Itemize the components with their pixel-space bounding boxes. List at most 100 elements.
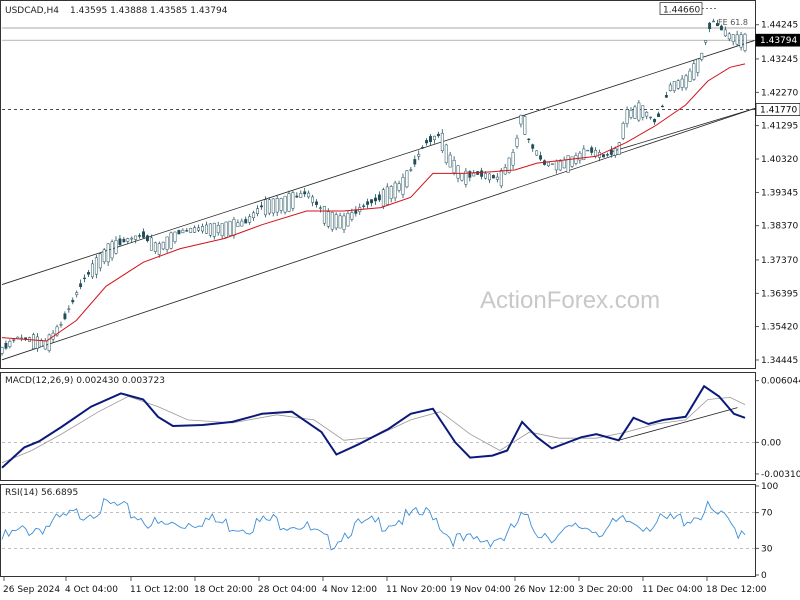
candle-body — [39, 339, 43, 347]
candle-body — [700, 52, 704, 60]
candle-body — [220, 223, 224, 237]
macd-label: MACD(12,26,9) 0.002430 0.003723 — [5, 376, 165, 386]
price-tick-label: 1.36395 — [761, 289, 798, 299]
time-tick-label: 19 Nov 04:00 — [450, 585, 511, 595]
time-tick-label: 4 Nov 12:00 — [322, 585, 377, 595]
price-panel-frame — [0, 0, 756, 369]
macd-panel-frame — [0, 372, 756, 481]
candle-body — [527, 138, 531, 141]
price-tick-label: 1.41295 — [761, 122, 798, 132]
candle-body — [405, 170, 409, 188]
price-tick-label: 1.44245 — [761, 21, 798, 31]
candle-body — [672, 81, 676, 92]
current-price-label: 1.43794 — [760, 36, 797, 46]
candle-body — [570, 156, 574, 167]
rsi-tick-label: 0 — [761, 571, 767, 581]
candle-body — [346, 213, 350, 227]
price-tick-label: 1.42270 — [761, 88, 798, 98]
candle-body — [153, 242, 157, 252]
candle-body — [743, 33, 747, 51]
candle-body — [366, 201, 370, 205]
candle-body — [275, 198, 279, 213]
candle-body — [539, 155, 543, 160]
candle-body — [621, 123, 625, 139]
macd-tick-label: 0.00 — [761, 438, 781, 448]
candle-body — [657, 113, 660, 117]
candle-body — [421, 147, 425, 149]
candle-body — [228, 220, 232, 236]
candle-body — [562, 160, 566, 169]
candle-body — [436, 133, 440, 137]
candle-body — [63, 313, 67, 320]
candle-body — [660, 105, 664, 108]
candle-body — [59, 324, 63, 326]
candle-body — [456, 165, 460, 179]
macd-line — [1, 384, 746, 469]
candle-body — [130, 237, 134, 240]
candle-body — [4, 342, 8, 349]
candle-body — [263, 199, 267, 216]
candle-body — [256, 208, 259, 214]
candle-body — [31, 334, 35, 349]
candle-body — [664, 95, 668, 98]
candle-body — [267, 199, 271, 214]
candle-body — [704, 40, 708, 43]
time-tick-label: 26 Sep 2024 — [3, 585, 60, 595]
candle-body — [106, 243, 110, 263]
candle-body — [385, 186, 389, 205]
candle-body — [491, 175, 495, 179]
candle-body — [417, 154, 421, 157]
candle-body — [425, 140, 429, 144]
candle-body — [185, 230, 189, 232]
price-tick-label: 1.39345 — [761, 188, 798, 198]
candle-body — [432, 135, 436, 140]
candle-body — [90, 263, 94, 278]
candle-body — [169, 232, 173, 249]
candle-body — [637, 102, 641, 121]
candle-body — [393, 182, 397, 199]
candle-body — [602, 154, 605, 158]
candle-body — [201, 226, 204, 232]
candle-body — [118, 238, 122, 245]
candle-body — [244, 219, 248, 224]
candle-body — [605, 154, 609, 156]
candle-body — [197, 227, 201, 231]
candle-body — [43, 340, 47, 350]
axis-layer: 1.44245 1.43245 1.42270 1.41295 1.40320 1.393… — [3, 21, 800, 595]
candle-body — [617, 142, 621, 155]
candle-body — [79, 283, 83, 288]
candle-body — [98, 253, 102, 269]
price-layer: 1.44660 FE 61.8 — [0, 2, 756, 361]
candle-body — [204, 224, 208, 234]
rsi-panel-frame — [0, 484, 756, 577]
candle-body — [649, 116, 653, 119]
candle-body — [586, 149, 590, 152]
candle-body — [731, 34, 735, 43]
candle-body — [727, 33, 731, 40]
candle-body — [55, 326, 59, 336]
candle-body — [177, 230, 181, 235]
candle-body — [165, 236, 169, 250]
time-tick-label: 4 Oct 04:00 — [65, 585, 118, 595]
candle-body — [161, 241, 165, 250]
candle-body — [554, 160, 558, 171]
candle-body — [480, 170, 484, 177]
candle-body — [47, 334, 51, 352]
candle-body — [653, 118, 657, 123]
candle-body — [472, 172, 476, 177]
rsi-tick-label: 70 — [761, 509, 773, 519]
candle-body — [582, 148, 586, 161]
candle-body — [499, 170, 503, 187]
candle-body — [318, 207, 322, 209]
candle-body — [377, 194, 381, 201]
candle-body — [546, 161, 550, 167]
candle-body — [444, 144, 448, 163]
candle-body — [303, 191, 307, 195]
candle-body — [594, 150, 598, 157]
candle-body — [110, 241, 114, 259]
candle-body — [429, 136, 432, 142]
candle-body — [523, 116, 527, 135]
candle-body — [507, 157, 511, 174]
candle-body — [146, 235, 149, 242]
